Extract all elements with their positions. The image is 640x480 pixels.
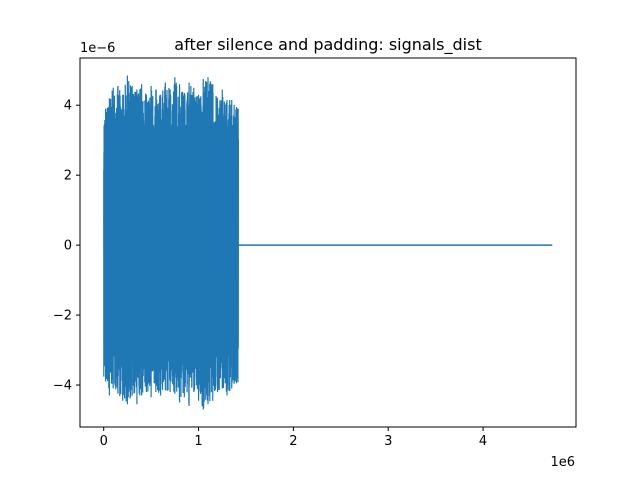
axes-group: 0 1 2 3 4 −4 −2 0 2 4 (53, 57, 577, 449)
y-tick-label: 2 (64, 169, 72, 184)
y-offset-label: 1e−6 (80, 41, 115, 56)
axes-frame (79, 57, 577, 428)
x-tick-label: 3 (384, 434, 392, 449)
chart-title: after silence and padding: signals_dist (174, 35, 481, 55)
x-tick-label: 0 (100, 434, 108, 449)
y-tick-label: 0 (64, 239, 72, 254)
y-tick-label: −2 (53, 309, 72, 324)
plot-data-group (103, 75, 553, 410)
signal-waveform (103, 75, 239, 410)
x-tick-label: 2 (289, 434, 297, 449)
x-tick-label: 4 (479, 434, 487, 449)
y-tick-label: 4 (64, 99, 72, 114)
x-offset-label: 1e6 (550, 455, 575, 470)
y-tick-label: −4 (53, 379, 72, 394)
x-tick-label: 1 (194, 434, 202, 449)
